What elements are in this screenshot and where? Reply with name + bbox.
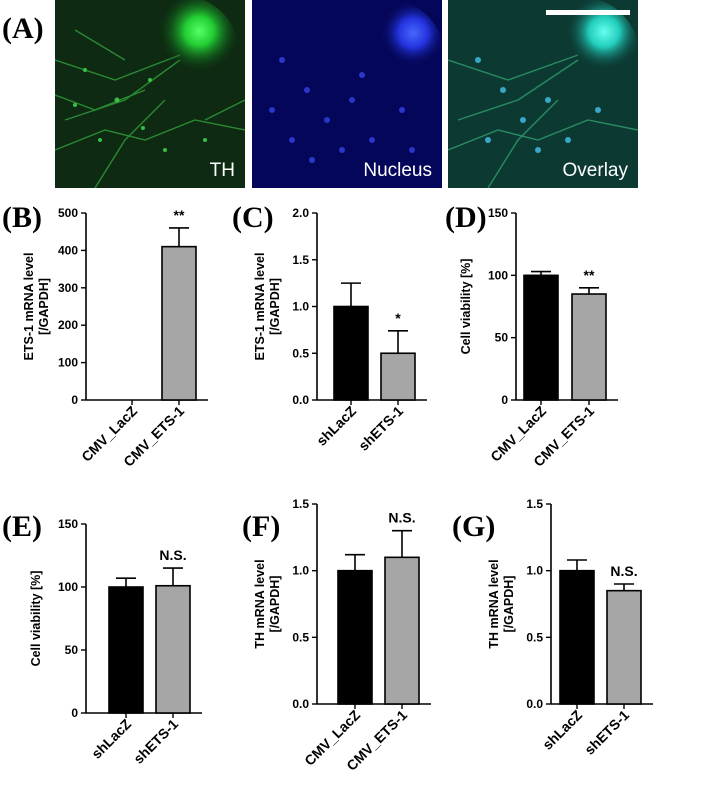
chart-b-y-tick-label: 300 [58, 281, 78, 295]
micrograph-overlay: Overlay [448, 0, 638, 188]
chart-c-bar [333, 305, 369, 401]
chart-f-y-label: TH mRNA level[/GAPDH] [253, 559, 282, 648]
chart-e-y-tick-label: 100 [58, 580, 78, 594]
micrograph-nucleus-image [252, 0, 442, 188]
panel-letter-b: (B) [2, 201, 42, 234]
chart-c-y-tick-label: 0.0 [292, 393, 309, 407]
micrograph-th-label: TH [209, 160, 235, 181]
chart-f-y-label-line: [/GAPDH] [268, 576, 282, 633]
chart-g-y-tick-label: 0.0 [526, 697, 543, 711]
chart-g-y-tick-label: 1.5 [526, 497, 543, 511]
chart-g-y-label-line: TH mRNA level [487, 559, 501, 648]
chart-b-significance-label: ** [174, 207, 185, 223]
chart-d-bar [571, 293, 607, 401]
scale-bar [546, 10, 630, 15]
chart-b-y-label: ETS-1 mRNA level[/GAPDH] [22, 253, 51, 361]
chart-d-y-label: Cell viability [%] [459, 259, 473, 355]
chart-d-y-tick-label: 100 [488, 268, 508, 282]
chart-f-y-tick-label: 0.0 [292, 697, 309, 711]
chart-e-category-label: shLacZ [88, 715, 134, 761]
chart-c-y-label-line: [/GAPDH] [268, 278, 282, 335]
chart-f-y-tick-label: 1.5 [292, 497, 309, 511]
chart-e-bar [108, 586, 144, 714]
chart-c-y-tick-label: 1.5 [292, 253, 309, 267]
chart-e-y-label-line: Cell viability [%] [29, 571, 43, 667]
chart-d-y-tick-label: 0 [501, 393, 508, 407]
chart-c-significance-label: * [395, 310, 401, 326]
panel-letter-e: (E) [2, 510, 42, 543]
chart-f-significance-label: N.S. [388, 510, 415, 526]
micrograph-th: TH [55, 0, 245, 188]
panel-letter-a: (A) [2, 12, 44, 45]
micrograph-overlay-image [448, 0, 638, 188]
chart-g-y-label-line: [/GAPDH] [502, 576, 516, 633]
chart-b-y-tick-label: 500 [58, 206, 78, 220]
chart-e-bar [155, 584, 191, 714]
chart-g-significance-label: N.S. [610, 563, 637, 579]
chart-b-y-tick-label: 100 [58, 356, 78, 370]
chart-e-y-tick-label: 50 [65, 643, 79, 657]
chart-b-y-label-line: ETS-1 mRNA level [22, 253, 36, 361]
chart-c-bar [380, 352, 416, 401]
chart-f-y-label-line: TH mRNA level [253, 559, 267, 648]
chart-c-y-tick-label: 2.0 [292, 206, 309, 220]
chart-e-significance-label: N.S. [159, 547, 186, 563]
panel-letter-f: (F) [242, 510, 281, 543]
micrograph-overlay-label: Overlay [562, 160, 628, 181]
chart-c-y-label: ETS-1 mRNA level[/GAPDH] [253, 253, 282, 361]
chart-g-category-label: shETS-1 [581, 707, 632, 758]
chart-d-y-tick-label: 50 [495, 331, 509, 345]
panel-letter-g: (G) [452, 510, 496, 543]
chart-b-y-label-line: [/GAPDH] [37, 278, 51, 335]
chart-e-y-tick-label: 0 [71, 706, 78, 720]
chart-f-y-tick-label: 1.0 [292, 564, 309, 578]
chart-c-y-label-line: ETS-1 mRNA level [253, 253, 267, 361]
chart-e-category-label: shETS-1 [130, 716, 181, 767]
chart-f-bar [337, 569, 373, 705]
chart-e-y-tick-label: 150 [58, 517, 78, 531]
micrograph-nucleus: Nucleus [252, 0, 442, 188]
chart-g-category-label: shLacZ [539, 706, 585, 752]
chart-d-significance-label: ** [584, 267, 595, 283]
chart-g-y-label: TH mRNA level[/GAPDH] [487, 559, 516, 648]
chart-b-bar [161, 245, 197, 401]
chart-b-y-tick-label: 200 [58, 318, 78, 332]
chart-d-y-label-line: Cell viability [%] [459, 259, 473, 355]
panel-letter-c: (C) [232, 201, 274, 234]
chart-c-category-label: shLacZ [313, 402, 359, 448]
chart-f-bar [384, 556, 420, 705]
chart-b-y-tick-label: 400 [58, 243, 78, 257]
chart-c-y-tick-label: 0.5 [292, 346, 309, 360]
chart-g-bar [559, 569, 595, 705]
chart-g-bar [606, 589, 642, 705]
chart-b-y-tick-label: 0 [71, 393, 78, 407]
chart-g-y-tick-label: 0.5 [526, 630, 543, 644]
micrograph-th-image [55, 0, 245, 188]
chart-g-y-tick-label: 1.0 [526, 564, 543, 578]
chart-e-y-label: Cell viability [%] [29, 571, 43, 667]
chart-f-y-tick-label: 0.5 [292, 630, 309, 644]
micrograph-nucleus-label: Nucleus [363, 160, 432, 181]
chart-c-y-tick-label: 1.0 [292, 300, 309, 314]
chart-d-bar [523, 274, 559, 401]
chart-c-category-label: shETS-1 [355, 403, 406, 454]
chart-d-y-tick-label: 150 [488, 206, 508, 220]
panel-letter-d: (D) [445, 201, 487, 234]
